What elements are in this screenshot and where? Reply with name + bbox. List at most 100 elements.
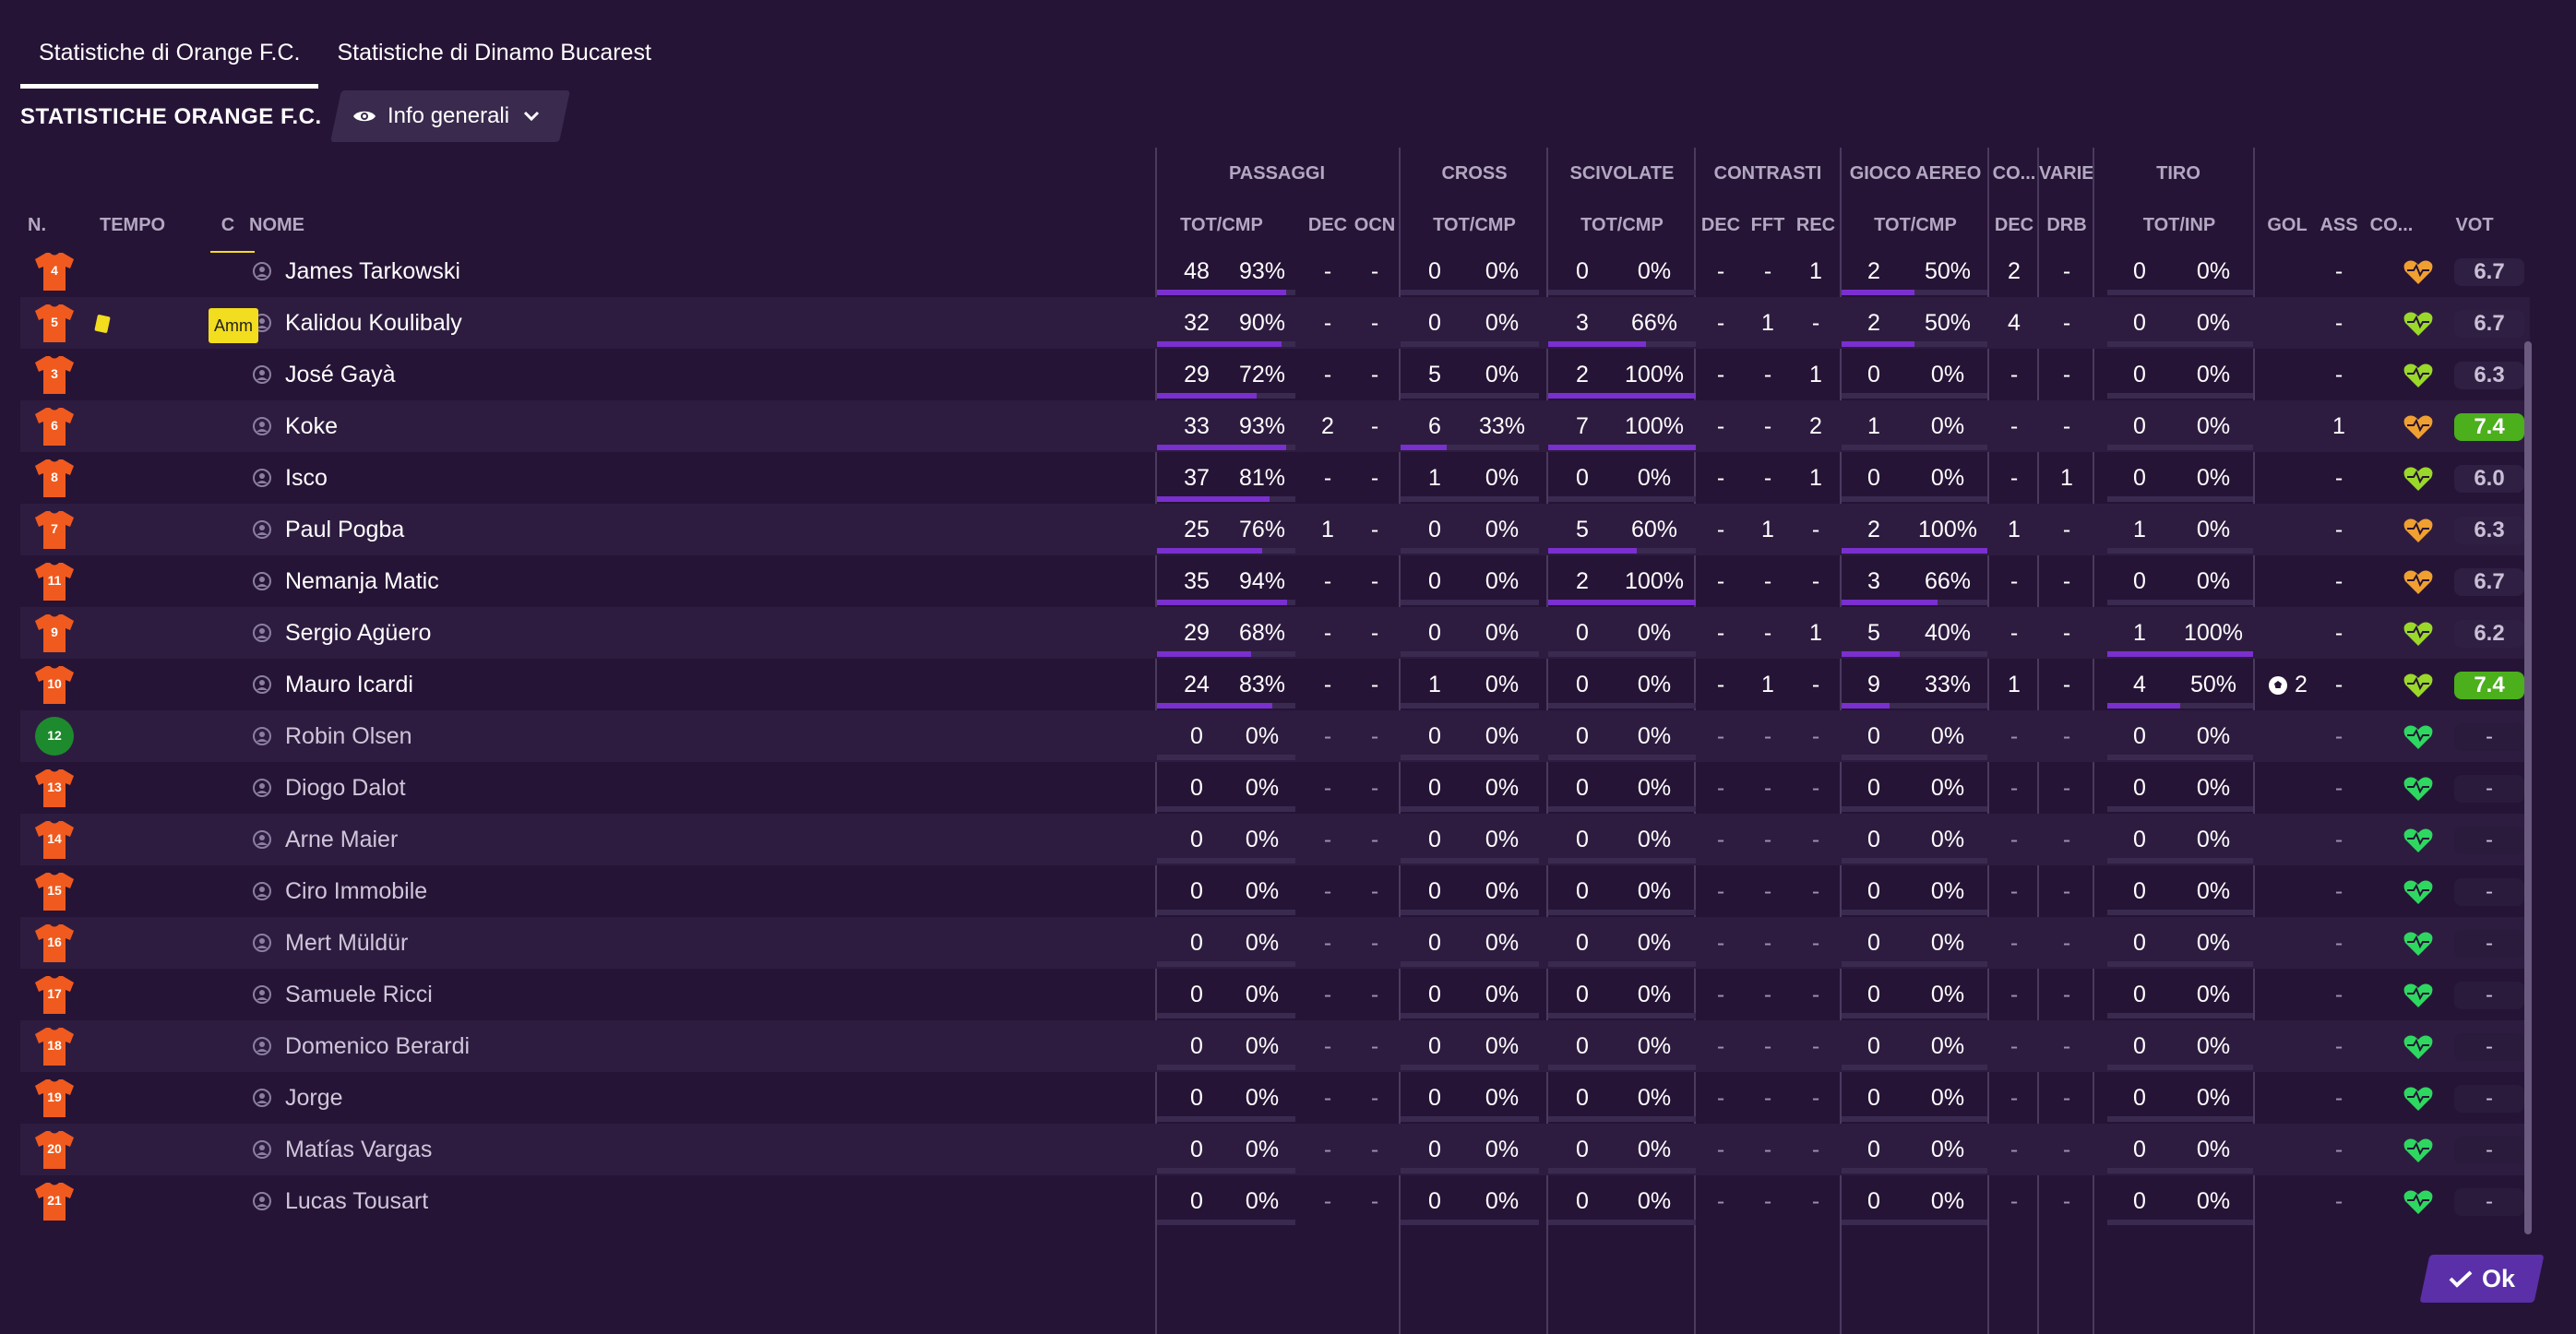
table-row[interactable]: 8 Isco 37 81% - - 1 0% 0 0% - - 1 0 0% - 1 0 0% - 6.0 xyxy=(20,452,2530,504)
table-row[interactable]: 5 Kalidou Koulibaly 32 90% - - 0 0% 3 66% - 1 - 2 50% 4… xyxy=(20,297,2530,349)
tab-orange-stats[interactable]: Statistiche di Orange F.C. xyxy=(20,22,319,89)
bar-track xyxy=(1401,703,1539,709)
table-row[interactable]: 16 Mert Müldür 0 0% - - 0 0% 0 0% - - - 0 0% - - 0 0% - - xyxy=(20,917,2530,969)
player-name[interactable]: Robin Olsen xyxy=(285,723,412,749)
table-row[interactable]: 6 Koke 33 93% 2 - 6 33% 7 100% - - 2 1 0% - - 0 0% 1 7.4 xyxy=(20,400,2530,452)
stat-pp: 90% xyxy=(1238,310,1286,336)
table-row[interactable]: 19 Jorge 0 0% - - 0 0% 0 0% - - - 0 0% - - 0 0% - - xyxy=(20,1072,2530,1124)
table-row[interactable]: 14 Arne Maier 0 0% - - 0 0% 0 0% - - - 0 0% - - 0 0% - - xyxy=(20,814,2530,865)
col-c[interactable]: C xyxy=(221,215,235,235)
player-name[interactable]: Diogo Dalot xyxy=(285,775,406,801)
player-name[interactable]: Sergio Agüero xyxy=(285,620,432,646)
shirt-number: 7 xyxy=(51,521,58,536)
col-co-dec[interactable]: DEC xyxy=(1994,215,2034,235)
col-con-dec[interactable]: DEC xyxy=(1700,215,1741,235)
condition-heart-icon xyxy=(2403,258,2434,286)
table-row[interactable]: 9 Sergio Agüero 29 68% - - 0 0% 0 0% - - 1 5 40% - - 1 100… xyxy=(20,607,2530,659)
ok-button[interactable]: Ok xyxy=(2419,1255,2545,1303)
person-icon xyxy=(253,934,271,952)
stat-ass: - xyxy=(2334,517,2343,542)
view-dropdown[interactable]: Info generali xyxy=(330,90,570,142)
bar-track xyxy=(1401,1220,1539,1225)
col-var-drb[interactable]: DRB xyxy=(2046,215,2087,235)
table-row[interactable]: 20 Matías Vargas 0 0% - - 0 0% 0 0% - - - 0 0% - - 0 0% - - xyxy=(20,1124,2530,1175)
stat-pd: - xyxy=(1323,672,1332,697)
col-ass[interactable]: ASS xyxy=(2320,215,2358,235)
stat-cf: - xyxy=(1763,827,1772,852)
player-name[interactable]: Samuele Ricci xyxy=(285,982,433,1007)
col-con-rec[interactable]: REC xyxy=(1795,215,1836,235)
col-vot[interactable]: VOT xyxy=(2455,215,2494,235)
stat-od: - xyxy=(2010,723,2019,749)
stat-ct: 0 xyxy=(1428,723,1441,749)
bar-track xyxy=(2107,393,2253,399)
table-row[interactable]: 21 Lucas Tousart 0 0% - - 0 0% 0 0% - - - 0 0% - - 0 0% - - xyxy=(20,1175,2530,1227)
table-row[interactable]: 4 James Tarkowski 48 93% - - 0 0% 0 0% - - 1 2 50% 2 - 0 0… xyxy=(20,251,2530,297)
shirt-icon: 20 xyxy=(33,1128,76,1171)
player-name[interactable]: José Gayà xyxy=(285,362,396,387)
player-name[interactable]: Mauro Icardi xyxy=(285,672,413,697)
col-sciv-tot[interactable]: TOT/CMP xyxy=(1580,215,1664,235)
table-row[interactable]: 12 Robin Olsen 0 0% - - 0 0% 0 0% - - - 0 0% - - 0 0% - - xyxy=(20,710,2530,762)
table-row[interactable]: 3 José Gayà 29 72% - -5 0% 2 100% - -1 0 0% - -0 0% -6.3 xyxy=(20,349,2530,400)
table-row[interactable]: 13 Diogo Dalot 0 0% - - 0 0% 0 0% - - - 0 0% - - 0 0% - - xyxy=(20,762,2530,814)
stat-vd: - xyxy=(2062,310,2071,336)
player-name[interactable]: James Tarkowski xyxy=(285,258,460,284)
col-aer-tot[interactable]: TOT/CMP xyxy=(1874,215,1957,235)
player-name[interactable]: Arne Maier xyxy=(285,827,399,852)
person-icon xyxy=(253,572,271,590)
stat-pd: 2 xyxy=(1321,413,1334,439)
table-row[interactable]: 10 Mauro Icardi 24 83% - - 1 0% 0 0% - 1 - 9 33% 1 - 4 50%… xyxy=(20,659,2530,710)
col-gol[interactable]: GOL xyxy=(2267,215,2308,235)
player-name[interactable]: Matías Vargas xyxy=(285,1137,433,1162)
col-cond[interactable]: CO... xyxy=(2369,215,2414,235)
stat-cf: - xyxy=(1763,568,1772,594)
col-pass-dec[interactable]: DEC xyxy=(1307,215,1348,235)
stat-ass: - xyxy=(2334,1033,2343,1059)
completion-bar xyxy=(1157,496,1270,502)
stat-ct: 1 xyxy=(1428,672,1441,697)
player-name[interactable]: Mert Müldür xyxy=(285,930,409,956)
bar-track xyxy=(1157,1116,1295,1122)
table-row[interactable]: 11 Nemanja Matic 35 94% - - 0 0% 2 100% - - - 3 66% - - 0… xyxy=(20,555,2530,607)
player-name[interactable]: Koke xyxy=(285,413,338,439)
player-name[interactable]: Isco xyxy=(285,465,328,491)
col-cross-tot[interactable]: TOT/CMP xyxy=(1433,215,1516,235)
stat-pt: 0 xyxy=(1190,1188,1203,1214)
stat-vd: - xyxy=(2062,1033,2071,1059)
player-name[interactable]: Nemanja Matic xyxy=(285,568,439,594)
player-name[interactable]: Domenico Berardi xyxy=(285,1033,471,1059)
vertical-scrollbar[interactable] xyxy=(2524,341,2532,1234)
table-row[interactable]: 18 Domenico Berardi 0 0% - - 0 0% 0 0% - - - 0 0% - - 0 0%… xyxy=(20,1020,2530,1072)
player-name[interactable]: Jorge xyxy=(285,1085,343,1111)
stat-tp: 0% xyxy=(2196,827,2231,852)
stat-cf: - xyxy=(1763,1033,1772,1059)
player-name[interactable]: Lucas Tousart xyxy=(285,1188,429,1214)
col-tiro-tot[interactable]: TOT/INP xyxy=(2142,215,2216,235)
table-row[interactable]: 7 Paul Pogba 25 76% 1 - 0 0% 5 60% - 1 - 2 100% 1 - 1 0% - 6… xyxy=(20,504,2530,555)
player-name[interactable]: Kalidou Koulibaly xyxy=(285,310,462,336)
col-pass-ocn[interactable]: OCN xyxy=(1354,215,1396,235)
col-con-fft[interactable]: FFT xyxy=(1750,215,1785,235)
bar-track xyxy=(1401,600,1539,605)
shirt-icon: 11 xyxy=(33,560,76,602)
table-row[interactable]: 15 Ciro Immobile 0 0% - - 0 0% 0 0% - - - 0 0% - - 0 0% - - xyxy=(20,865,2530,917)
table-row[interactable]: 17 Samuele Ricci 0 0% - - 0 0% 0 0% - - - 0 0% - - 0 0% - - xyxy=(20,969,2530,1020)
col-tempo[interactable]: TEMPO xyxy=(100,215,166,235)
col-pass-tot[interactable]: TOT/CMP xyxy=(1180,215,1263,235)
stat-cp: 0% xyxy=(1485,775,1520,801)
bar-track xyxy=(1401,755,1539,760)
section-title: STATISTICHE ORANGE F.C. xyxy=(20,104,322,129)
col-n[interactable]: N. xyxy=(28,215,46,235)
bar-track xyxy=(1548,910,1696,915)
tab-dinamo-stats[interactable]: Statistiche di Dinamo Bucarest xyxy=(337,40,651,66)
bar-track xyxy=(1842,1065,1987,1070)
stat-cd: - xyxy=(1716,723,1725,749)
stat-pt: 0 xyxy=(1190,827,1203,852)
player-name[interactable]: Ciro Immobile xyxy=(285,878,428,904)
player-name[interactable]: Paul Pogba xyxy=(285,517,405,542)
col-nome[interactable]: NOME xyxy=(249,215,304,235)
stat-cf: - xyxy=(1763,362,1772,387)
stat-od: - xyxy=(2010,930,2019,956)
stat-pd: - xyxy=(1323,982,1332,1007)
